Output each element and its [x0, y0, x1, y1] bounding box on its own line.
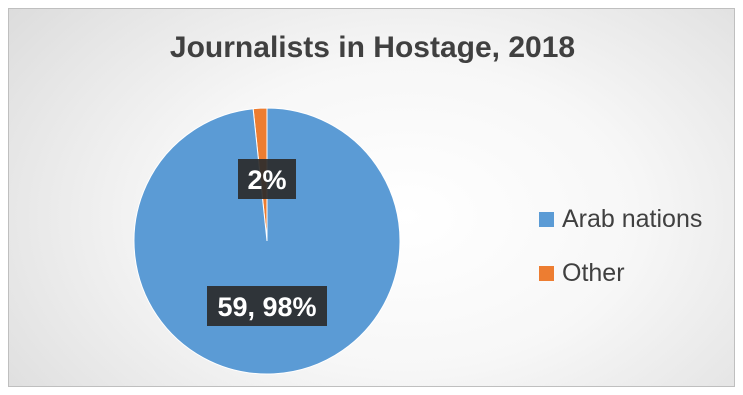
legend-label: Other	[562, 258, 625, 287]
chart-title: Journalists in Hostage, 2018	[169, 31, 576, 64]
legend-item-arab-nations: Arab nations	[539, 204, 702, 234]
svg-text:2%: 2%	[247, 165, 286, 195]
data-label-arab-nations: 59, 98%	[207, 286, 327, 326]
legend: Arab nations Other	[539, 204, 702, 312]
svg-text:59, 98%: 59, 98%	[217, 292, 316, 322]
pie-chart: 2% 59, 98%	[133, 107, 401, 375]
pie-slice-arab-nations	[133, 107, 401, 375]
data-label-other: 2%	[238, 159, 296, 199]
legend-label: Arab nations	[562, 204, 703, 233]
legend-item-other: Other	[539, 258, 702, 288]
legend-swatch	[539, 265, 554, 281]
legend-swatch	[539, 211, 554, 227]
chart-area: Journalists in Hostage, 2018 2% 59, 98% A…	[8, 8, 735, 387]
